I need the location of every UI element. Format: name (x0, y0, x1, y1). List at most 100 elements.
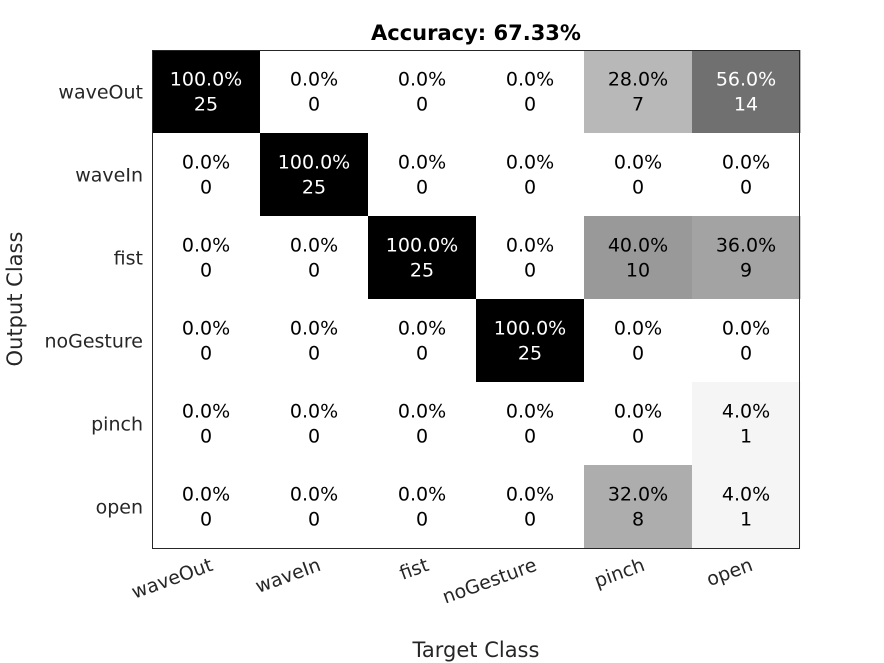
cell-percent-label: 0.0% (506, 69, 554, 91)
cell-percent-label: 0.0% (722, 318, 770, 340)
cell-percent-label: 0.0% (182, 318, 230, 340)
cell-percent-label: 40.0% (608, 235, 668, 257)
cell-percent-label: 4.0% (722, 401, 770, 423)
cell-percent-label: 0.0% (614, 152, 662, 174)
cell-count-label: 0 (740, 177, 752, 199)
cell-count-label: 25 (518, 343, 542, 365)
matrix-cell (692, 133, 801, 217)
x-tick-labels: waveOut waveIn fist noGesture pinch open (129, 554, 756, 608)
matrix-cell (692, 50, 801, 134)
cell-count-label: 0 (200, 260, 212, 282)
cell-count-label: 25 (410, 260, 434, 282)
cell-percent-label: 0.0% (290, 318, 338, 340)
x-tick-label: waveOut (129, 554, 216, 604)
cell-count-label: 0 (308, 94, 320, 116)
cell-count-label: 10 (626, 260, 650, 282)
x-tick-label: pinch (591, 554, 647, 592)
cell-percent-label: 0.0% (290, 484, 338, 506)
x-tick-label: waveIn (253, 554, 324, 598)
matrix-cell (152, 133, 261, 217)
x-tick-label: open (704, 554, 756, 591)
cell-percent-label: 0.0% (290, 235, 338, 257)
cell-percent-label: 56.0% (716, 69, 776, 91)
matrix-cell (692, 465, 801, 549)
matrix-cell (260, 382, 369, 466)
matrix-cell (584, 299, 693, 383)
cell-percent-label: 0.0% (182, 484, 230, 506)
cell-count-label: 0 (524, 509, 536, 531)
cell-count-label: 1 (740, 426, 752, 448)
cell-count-label: 0 (416, 426, 428, 448)
matrix-cell (368, 216, 477, 300)
cell-percent-label: 0.0% (398, 401, 446, 423)
matrix-cell (368, 133, 477, 217)
y-tick-label: fist (114, 248, 143, 270)
cell-percent-label: 0.0% (290, 401, 338, 423)
cell-percent-label: 28.0% (608, 69, 668, 91)
matrix-cell (152, 299, 261, 383)
plot-frame (152, 50, 800, 549)
cell-count-label: 0 (416, 509, 428, 531)
cell-count-label: 0 (416, 343, 428, 365)
cell-count-label: 1 (740, 509, 752, 531)
cell-count-label: 0 (740, 343, 752, 365)
cell-percent-label: 100.0% (386, 235, 458, 257)
matrix-cell (476, 133, 585, 217)
cell-count-label: 0 (524, 177, 536, 199)
matrix-cell (584, 50, 693, 134)
matrix-cell (368, 382, 477, 466)
cell-count-label: 0 (200, 177, 212, 199)
cell-count-label: 0 (524, 94, 536, 116)
matrix-cell (152, 216, 261, 300)
matrix-cell (476, 216, 585, 300)
x-tick-label: fist (397, 554, 432, 585)
matrix-cell (476, 465, 585, 549)
cell-percent-label: 4.0% (722, 484, 770, 506)
cell-percent-label: 0.0% (398, 318, 446, 340)
cell-count-label: 0 (200, 343, 212, 365)
cell-percent-label: 0.0% (290, 69, 338, 91)
cell-count-label: 0 (308, 426, 320, 448)
y-axis-label: Output Class (3, 232, 27, 367)
cell-count-label: 0 (632, 177, 644, 199)
cell-percent-label: 0.0% (722, 152, 770, 174)
matrix-cell (260, 133, 369, 217)
matrix-cell (692, 382, 801, 466)
matrix-cell (152, 382, 261, 466)
cell-count-label: 8 (632, 509, 644, 531)
matrix-cell (152, 465, 261, 549)
cell-percent-label: 0.0% (506, 401, 554, 423)
cell-percent-label: 100.0% (170, 69, 242, 91)
matrix-cell (692, 216, 801, 300)
cell-percent-label: 36.0% (716, 235, 776, 257)
matrix-cell (476, 50, 585, 134)
matrix-cell (692, 299, 801, 383)
cell-count-label: 0 (308, 509, 320, 531)
cell-percent-label: 0.0% (614, 318, 662, 340)
y-tick-label: noGesture (44, 331, 143, 353)
chart-title: Accuracy: 67.33% (371, 21, 581, 45)
y-tick-label: open (96, 497, 143, 519)
cell-percent-label: 0.0% (506, 484, 554, 506)
cell-percent-label: 0.0% (182, 152, 230, 174)
cell-percent-label: 0.0% (398, 152, 446, 174)
matrix-cell (368, 465, 477, 549)
cell-percent-label: 0.0% (506, 152, 554, 174)
matrix-cell (260, 465, 369, 549)
cell-percent-label: 0.0% (398, 484, 446, 506)
cell-count-label: 0 (416, 94, 428, 116)
cell-percent-label: 0.0% (614, 401, 662, 423)
matrix-cells: 100.0%250.0%00.0%00.0%028.0%756.0%140.0%… (152, 50, 801, 549)
matrix-cell (368, 50, 477, 134)
cell-percent-label: 0.0% (182, 401, 230, 423)
cell-count-label: 0 (632, 343, 644, 365)
cell-count-label: 0 (524, 260, 536, 282)
x-axis-label: Target Class (412, 638, 540, 662)
y-tick-label: waveIn (75, 165, 143, 187)
matrix-cell (584, 465, 693, 549)
cell-count-label: 0 (200, 509, 212, 531)
x-tick-label: noGesture (440, 554, 540, 608)
matrix-cell (260, 216, 369, 300)
matrix-cell (584, 216, 693, 300)
